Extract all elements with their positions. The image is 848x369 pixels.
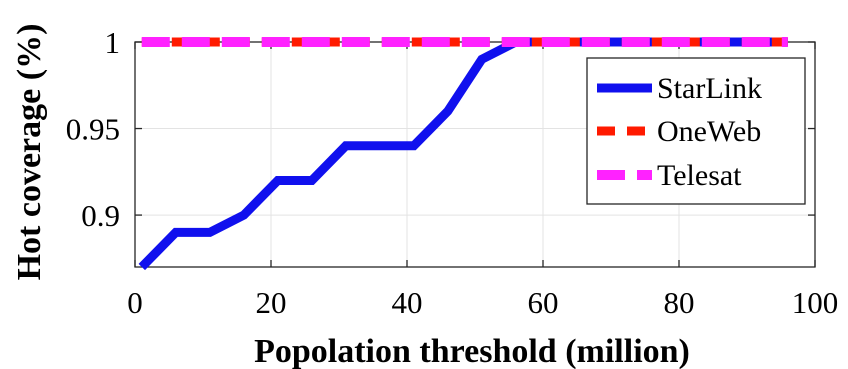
legend-label-oneweb: OneWeb (657, 115, 761, 148)
x-tick-label: 40 (392, 285, 423, 320)
x-axis-title: Popolation threshold (million) (254, 333, 690, 369)
x-axis-ticks: 0 20 40 60 80 100 (127, 42, 838, 320)
x-tick-label: 0 (127, 285, 143, 320)
y-tick-label: 1 (105, 25, 121, 60)
x-tick-label: 80 (664, 285, 695, 320)
y-tick-label: 0.9 (81, 198, 120, 233)
x-tick-label: 20 (256, 285, 287, 320)
x-tick-label: 60 (528, 285, 559, 320)
x-tick-label: 100 (792, 285, 839, 320)
y-axis-title: Hot coverage (%) (11, 24, 48, 281)
legend-label-telesat: Telesat (657, 159, 742, 192)
y-tick-label: 0.95 (66, 112, 120, 147)
y-axis-ticks: 0.9 0.95 1 (66, 25, 815, 233)
series-lines (138, 37, 788, 271)
legend: StarLink OneWeb Telesat (586, 57, 806, 205)
legend-label-starlink: StarLink (657, 72, 762, 105)
